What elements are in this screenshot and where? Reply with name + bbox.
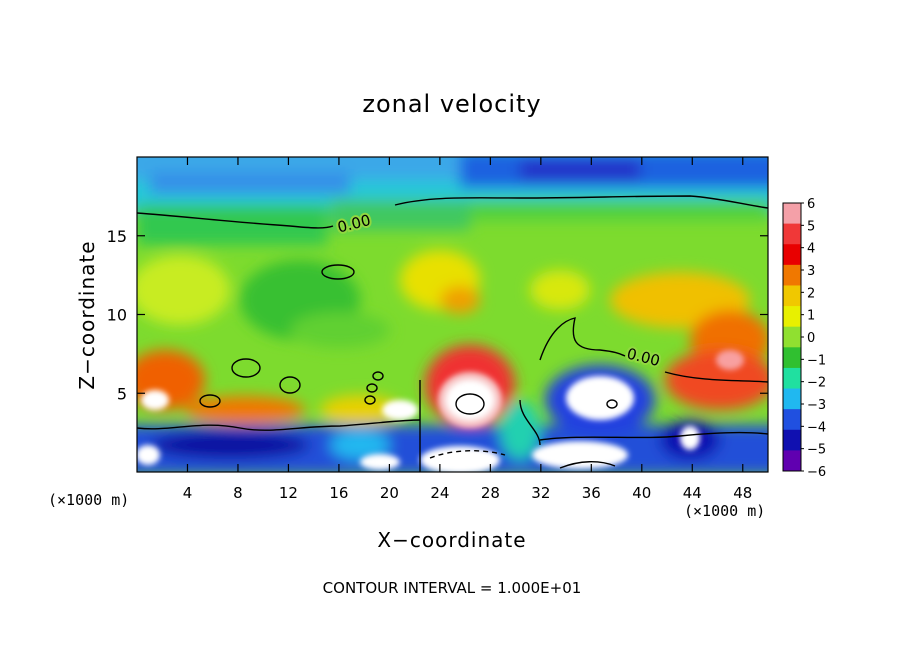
- x-tick-label: 28: [481, 484, 500, 502]
- x-tick-label: 32: [531, 484, 550, 502]
- colorbar-label: −2: [807, 376, 826, 391]
- colorbar-label: 6: [807, 197, 815, 212]
- colorbar-label: 3: [807, 264, 815, 279]
- y-tick-label: 10: [107, 306, 127, 325]
- colorbar-swatch: [783, 388, 801, 410]
- colorbar-label: −1: [807, 353, 826, 368]
- x-tick-label: 16: [329, 484, 348, 502]
- chart-title: zonal velocity: [362, 90, 541, 118]
- colorbar-swatch: [783, 203, 801, 225]
- colorbar-swatch: [783, 409, 801, 431]
- x-unit-left: (×1000 m): [48, 491, 129, 509]
- colorbar-label: 2: [807, 286, 815, 301]
- colorbar-label: 5: [807, 219, 815, 234]
- x-unit-right: (×1000 m): [684, 502, 765, 520]
- colorbar-label: 4: [807, 242, 815, 257]
- colorbar-swatch: [783, 450, 801, 472]
- plot-area: [137, 157, 768, 472]
- y-tick-label: 5: [117, 384, 127, 403]
- colorbar-label: −6: [807, 465, 826, 480]
- y-axis: 5 10 15: [107, 227, 768, 403]
- colorbar-swatch: [783, 367, 801, 390]
- colorbar-label: 1: [807, 309, 815, 324]
- colorbar: 6 5 4 3 2 1 0 −1 −2 −3 −4 −5 −6: [782, 197, 826, 480]
- x-tick-label: 24: [430, 484, 449, 502]
- x-tick-label: 48: [733, 484, 752, 502]
- y-axis-label: Z−coordinate: [75, 240, 99, 389]
- colorbar-label: −3: [807, 398, 826, 413]
- x-tick-label: 12: [279, 484, 298, 502]
- x-tick-label: 20: [380, 484, 399, 502]
- colorbar-swatch: [783, 285, 801, 307]
- x-tick-label: 8: [233, 484, 243, 502]
- colorbar-label: 0: [807, 331, 815, 346]
- colorbar-swatch: [783, 223, 801, 245]
- colorbar-label: −5: [807, 443, 826, 458]
- x-axis: 4 8 12 16 20 24 28 32 36 40 44 48: [183, 157, 752, 502]
- x-tick-label: 44: [683, 484, 702, 502]
- contour-interval-note: CONTOUR INTERVAL = 1.000E+01: [323, 579, 582, 597]
- contour-lines: [137, 195, 768, 472]
- colorbar-label: −4: [807, 420, 826, 435]
- x-tick-label: 36: [582, 484, 601, 502]
- colorbar-swatch: [783, 264, 801, 286]
- colorbar-swatch: [783, 429, 801, 451]
- x-axis-label: X−coordinate: [377, 528, 526, 552]
- colorbar-swatch: [783, 347, 801, 369]
- colorbar-swatch: [783, 306, 801, 328]
- x-tick-label: 4: [183, 484, 193, 502]
- y-tick-label: 15: [107, 227, 127, 246]
- colorbar-swatch: [783, 244, 801, 266]
- x-tick-label: 40: [632, 484, 651, 502]
- colorbar-swatch: [783, 326, 801, 348]
